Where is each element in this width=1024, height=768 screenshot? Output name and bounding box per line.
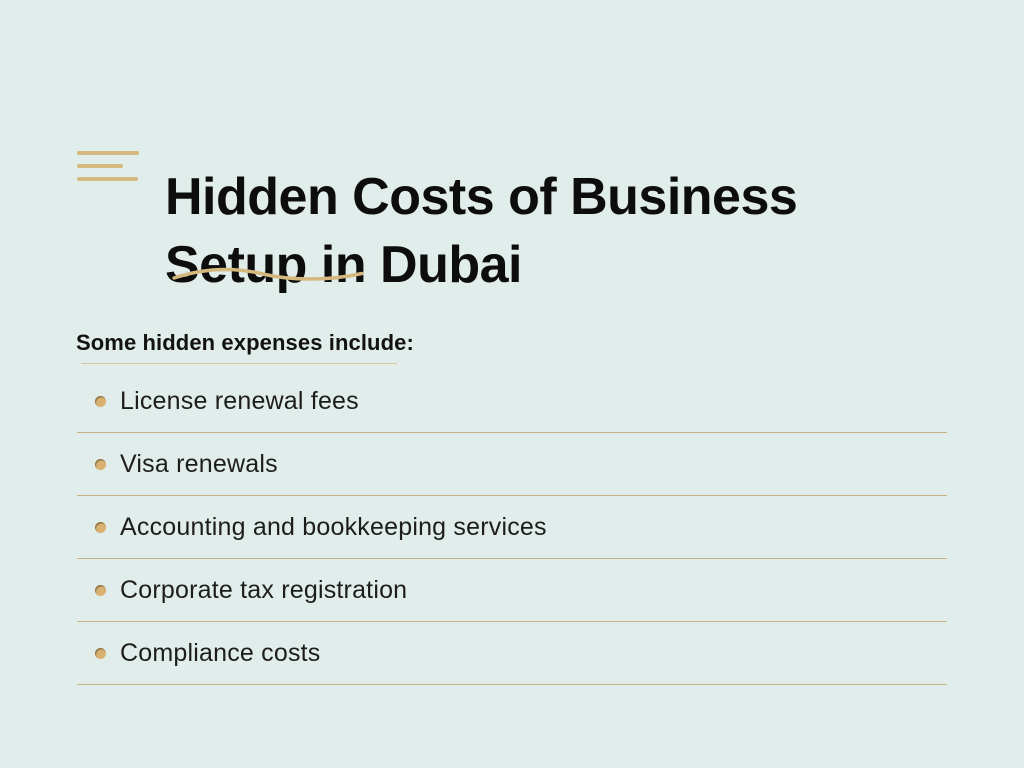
dot-bullet-icon [95, 584, 106, 596]
list-item-label: License renewal fees [120, 386, 359, 415]
list-item-label: Accounting and bookkeeping services [120, 512, 547, 541]
page-title-line1: Hidden Costs of Business [165, 167, 798, 226]
hamburger-icon [77, 151, 141, 182]
page-title: Hidden Costs of Business Setup in Dubai [165, 163, 985, 299]
squiggle-underline-icon [172, 267, 364, 281]
list-item: License renewal fees [77, 370, 947, 433]
expense-list: License renewal fees Visa renewals Accou… [77, 370, 947, 685]
hamburger-bar [77, 164, 123, 168]
list-item-label: Corporate tax registration [120, 575, 408, 604]
list-item: Accounting and bookkeeping services [77, 496, 947, 559]
list-item: Corporate tax registration [77, 559, 947, 622]
hamburger-bar [77, 177, 138, 181]
list-item: Visa renewals [77, 433, 947, 496]
dot-bullet-icon [95, 458, 106, 470]
list-item: Compliance costs [77, 622, 947, 685]
page-title-line2: Setup in Dubai [165, 235, 523, 294]
list-item-label: Compliance costs [120, 638, 321, 667]
subheading: Some hidden expenses include: [76, 330, 414, 355]
dot-bullet-icon [95, 521, 106, 533]
hamburger-bar [77, 151, 139, 155]
list-item-label: Visa renewals [120, 449, 278, 478]
subheading-rule [81, 363, 397, 364]
dot-bullet-icon [95, 647, 106, 659]
dot-bullet-icon [95, 395, 106, 407]
